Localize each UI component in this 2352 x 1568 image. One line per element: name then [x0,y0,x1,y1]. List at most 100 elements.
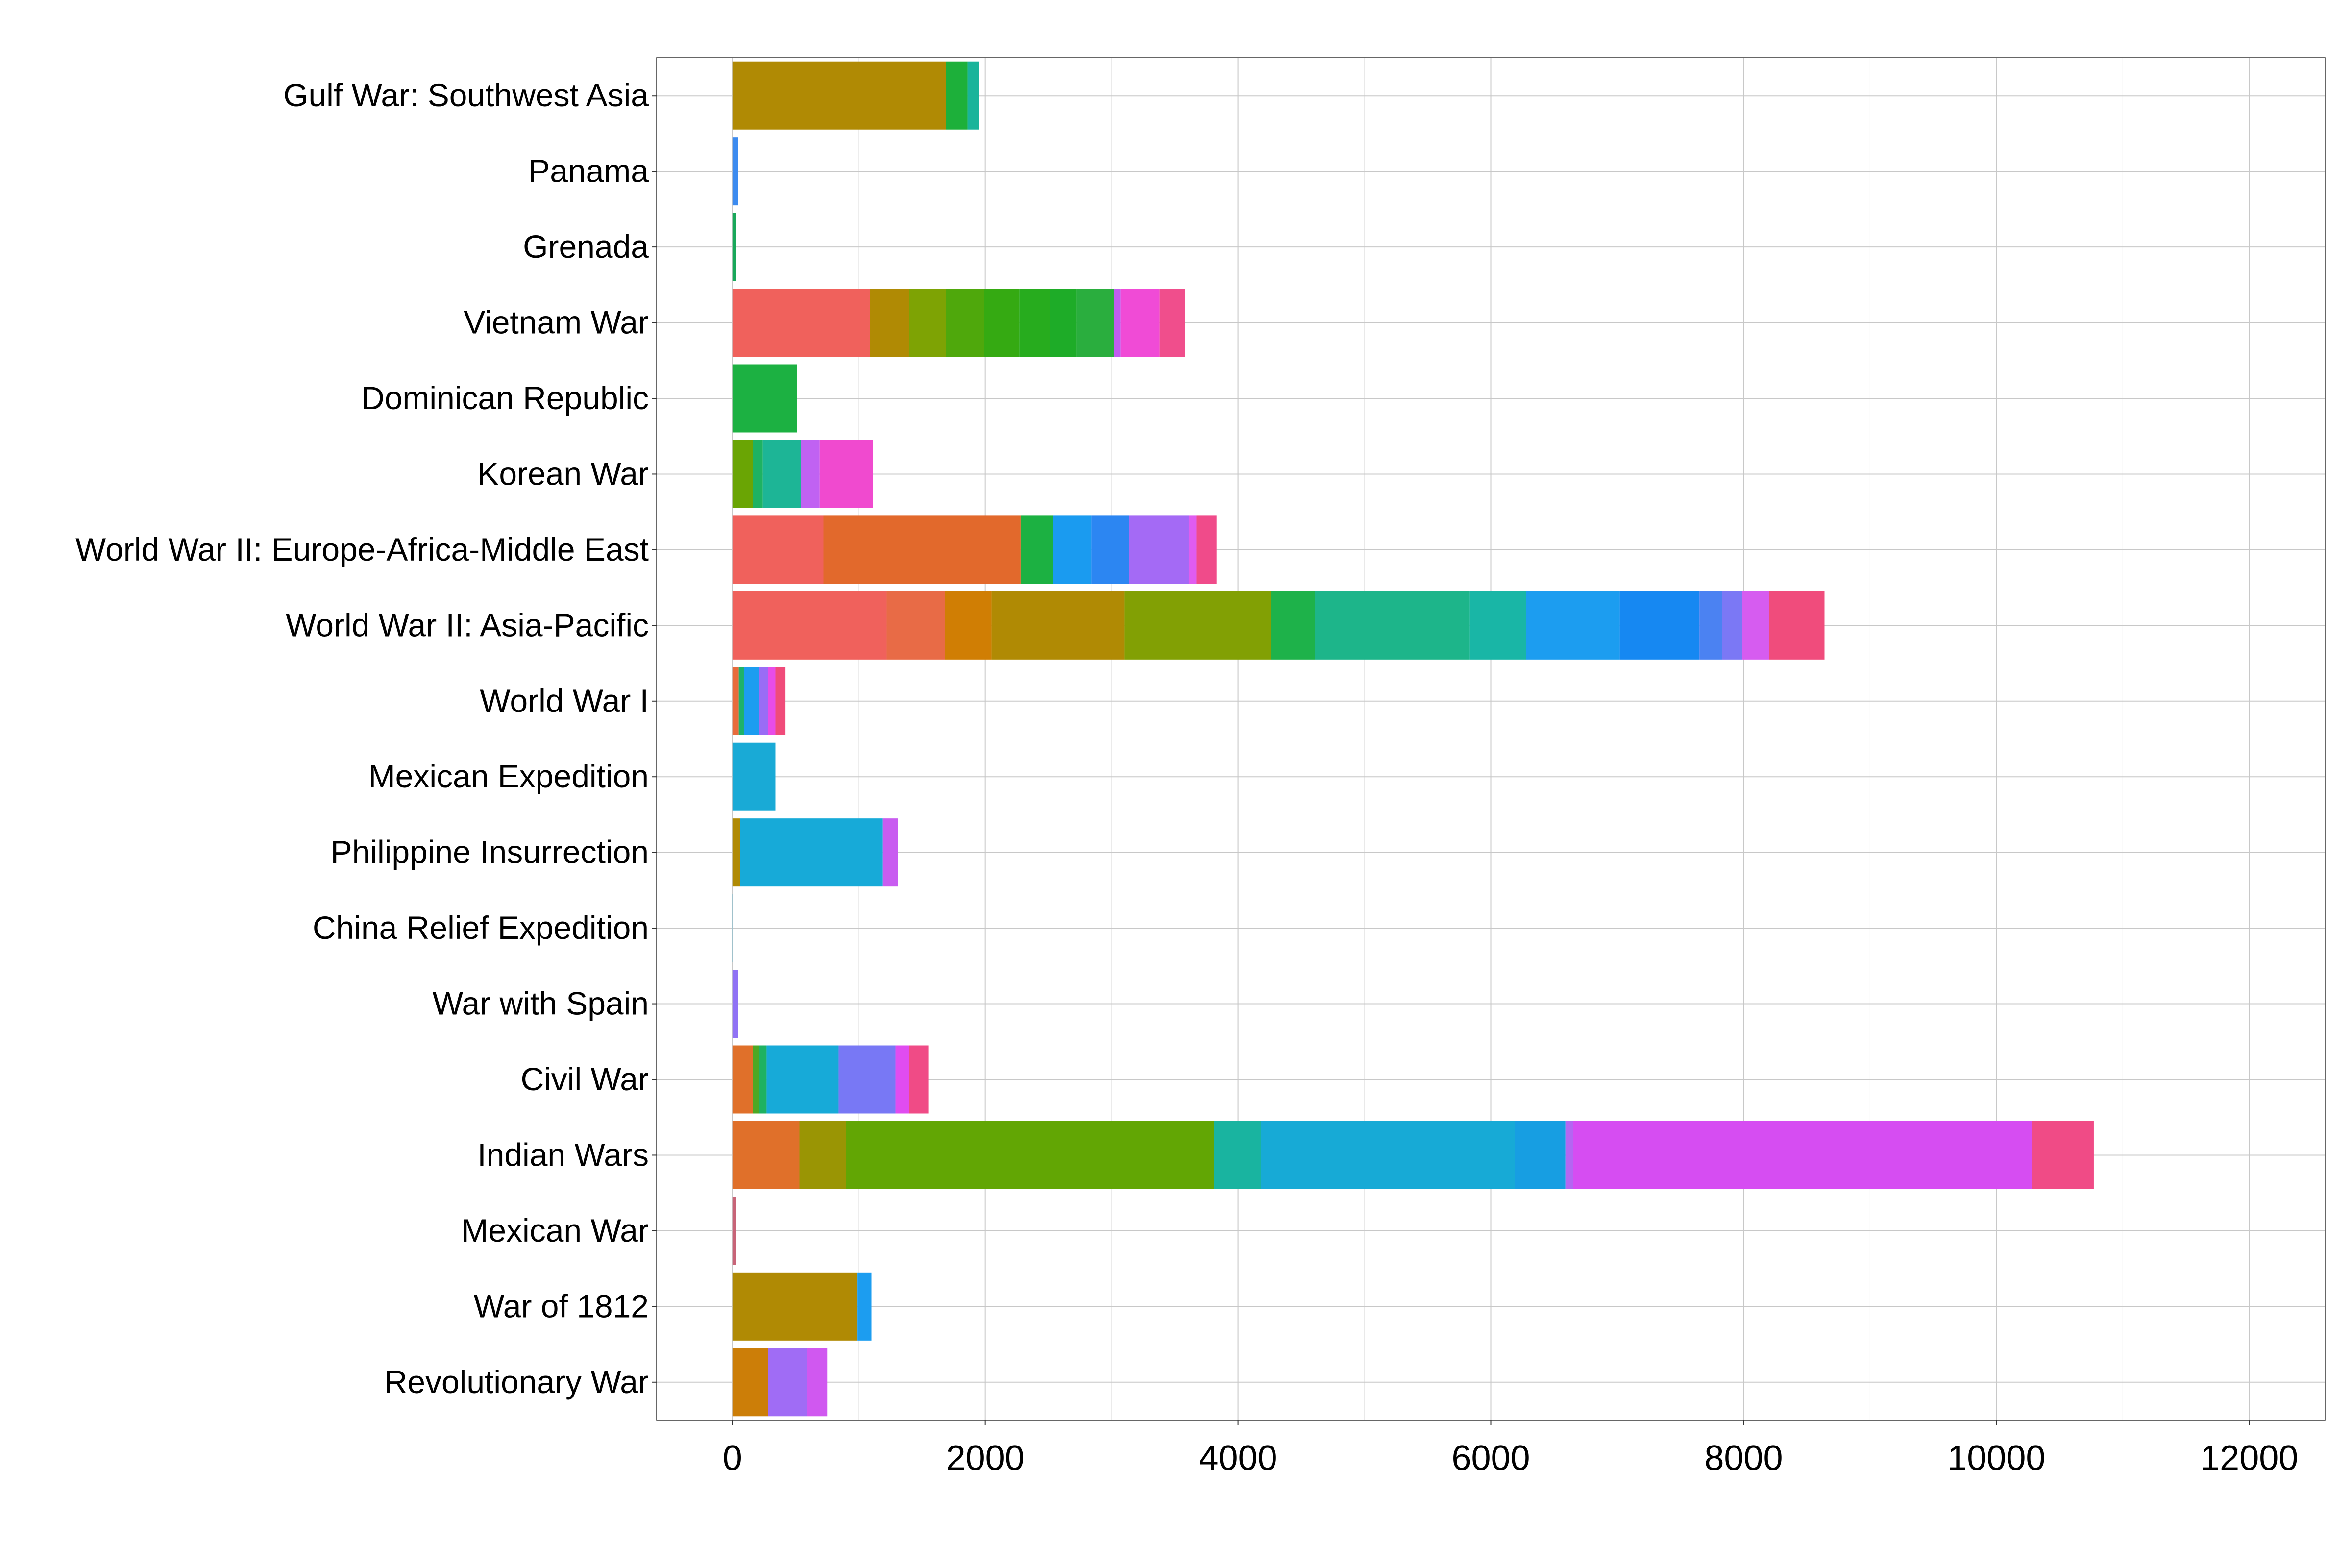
bar-segment [738,667,744,735]
category-label: Mexican Expedition [368,758,649,794]
bar-segment [1050,289,1077,357]
bar-segment [838,1045,896,1114]
bar-segment [732,213,736,281]
bar-segment [732,1121,800,1189]
bar-segment [882,818,898,887]
bar-segment [732,440,753,508]
bar-segment [732,289,870,357]
bar-segment [732,364,797,433]
x-tick-label: 12000 [2200,1439,2298,1478]
bar-segment [886,591,945,660]
category-label: Gulf War: Southwest Asia [283,77,649,113]
bar-segment [991,591,1125,660]
bar-segment [743,667,759,735]
bar-segment [740,818,883,887]
x-tick-label: 6000 [1451,1439,1530,1478]
bar-segment [732,742,776,811]
bar-segment [1114,289,1121,357]
bar-segment [732,818,740,887]
category-label: War of 1812 [474,1288,649,1324]
bar-segment [1188,515,1197,584]
bar-segment [1091,515,1129,584]
bar-segment [753,440,763,508]
category-label: Mexican War [461,1212,649,1249]
bar-segment [846,1121,1214,1189]
bar-segment [1129,515,1189,584]
x-tick-label: 2000 [946,1439,1025,1478]
bar-segment [768,667,776,735]
bar-segment [1573,1121,2032,1189]
bar-segment [945,591,992,660]
bar-segment [762,440,801,508]
bar-segment [1565,1121,1573,1189]
bar-segment [819,440,873,508]
x-tick-label: 8000 [1704,1439,1783,1478]
bar-segment [1515,1121,1566,1189]
category-label: Civil War [520,1061,649,1097]
bar-segment [1214,1121,1261,1189]
category-label: War with Spain [433,985,649,1022]
bar-segment [895,1045,909,1114]
category-label: Panama [528,153,649,189]
bar-segment [732,1348,768,1417]
bar-segment [775,667,786,735]
bar-segment [1271,591,1315,660]
x-tick-label: 4000 [1199,1439,1277,1478]
category-label: World War II: Asia-Pacific [286,607,649,643]
bar-segment [1619,591,1700,660]
bar-segment [1742,591,1769,660]
bar-segment [1469,591,1526,660]
bar-segment [984,289,1020,357]
bar-segment [823,515,1021,584]
bar-segment [732,591,887,660]
bar-segment [909,1045,929,1114]
bar-segment [1159,289,1185,357]
bar-segment [1019,289,1050,357]
category-label: China Relief Expedition [313,909,649,946]
bar-segment [732,1197,736,1265]
category-label: Revolutionary War [384,1364,649,1400]
bar-segment [946,289,984,357]
bar-segment [799,1121,846,1189]
bar-segment [766,1045,839,1114]
category-label: Grenada [523,228,649,265]
bar-segment [759,1045,767,1114]
category-label: Indian Wars [477,1136,649,1173]
bar-segment [1076,289,1114,357]
grid-lines [657,58,2325,1420]
bar-segment [1020,515,1054,584]
category-label: World War I [480,683,649,719]
bar-segment [732,1272,858,1341]
bars [732,61,2094,1417]
bar-segment [807,1348,828,1417]
category-label: World War II: Europe-Africa-Middle East [75,531,649,567]
category-label: Dominican Republic [361,380,649,416]
category-label: Korean War [477,455,649,491]
bar-segment [1196,515,1217,584]
bar-segment [1120,289,1160,357]
bar-segment [1261,1121,1515,1189]
bar-segment [1526,591,1620,660]
bar-segment [759,667,768,735]
bar-segment [732,137,738,206]
bar-segment [1769,591,1825,660]
bar-segment [1053,515,1092,584]
bar-segment [870,289,909,357]
bar-segment [732,970,738,1038]
bar-segment [967,61,979,130]
bar-segment [732,667,739,735]
bar-segment [801,440,820,508]
category-label: Philippine Insurrection [331,834,649,870]
bar-segment [909,289,946,357]
bar-segment [1699,591,1722,660]
bar-segment [753,1045,759,1114]
bar-segment [768,1348,807,1417]
x-tick-label: 0 [723,1439,742,1478]
x-axis-ticks: 0 2000 4000 6000 8000 10000 12000 [723,1420,2298,1478]
bar-segment [1124,591,1271,660]
bar-segment [946,61,968,130]
bar-segment [732,61,946,130]
bar-segment [858,1272,872,1341]
bar-segment [1315,591,1470,660]
